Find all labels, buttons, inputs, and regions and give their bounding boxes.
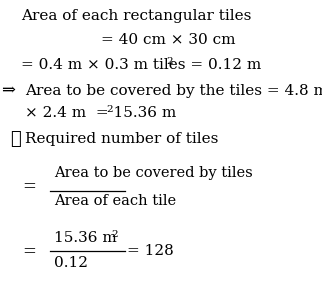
Text: 2: 2 [106, 105, 113, 114]
Text: Area of each rectangular tiles: Area of each rectangular tiles [21, 9, 251, 23]
Text: =: = [22, 178, 36, 195]
Text: 0.12: 0.12 [54, 256, 89, 270]
Text: 2: 2 [111, 230, 118, 239]
Text: = 0.4 m × 0.3 m tiles = 0.12 m: = 0.4 m × 0.3 m tiles = 0.12 m [21, 58, 261, 72]
Text: Required number of tiles: Required number of tiles [25, 132, 219, 146]
Text: Area to be covered by tiles: Area to be covered by tiles [54, 166, 253, 180]
Text: ⇒: ⇒ [1, 82, 15, 99]
Text: =: = [22, 243, 36, 260]
Text: Area to be covered by the tiles = 4.8 m: Area to be covered by the tiles = 4.8 m [25, 84, 322, 98]
Text: 15.36 m: 15.36 m [54, 231, 117, 245]
Text: × 2.4 m  = 15.36 m: × 2.4 m = 15.36 m [25, 106, 177, 120]
Text: 2: 2 [166, 57, 173, 66]
Text: = 128: = 128 [127, 244, 174, 258]
Text: Area of each tile: Area of each tile [54, 194, 176, 208]
Text: ∴: ∴ [10, 130, 21, 148]
Text: = 40 cm × 30 cm: = 40 cm × 30 cm [100, 33, 235, 47]
